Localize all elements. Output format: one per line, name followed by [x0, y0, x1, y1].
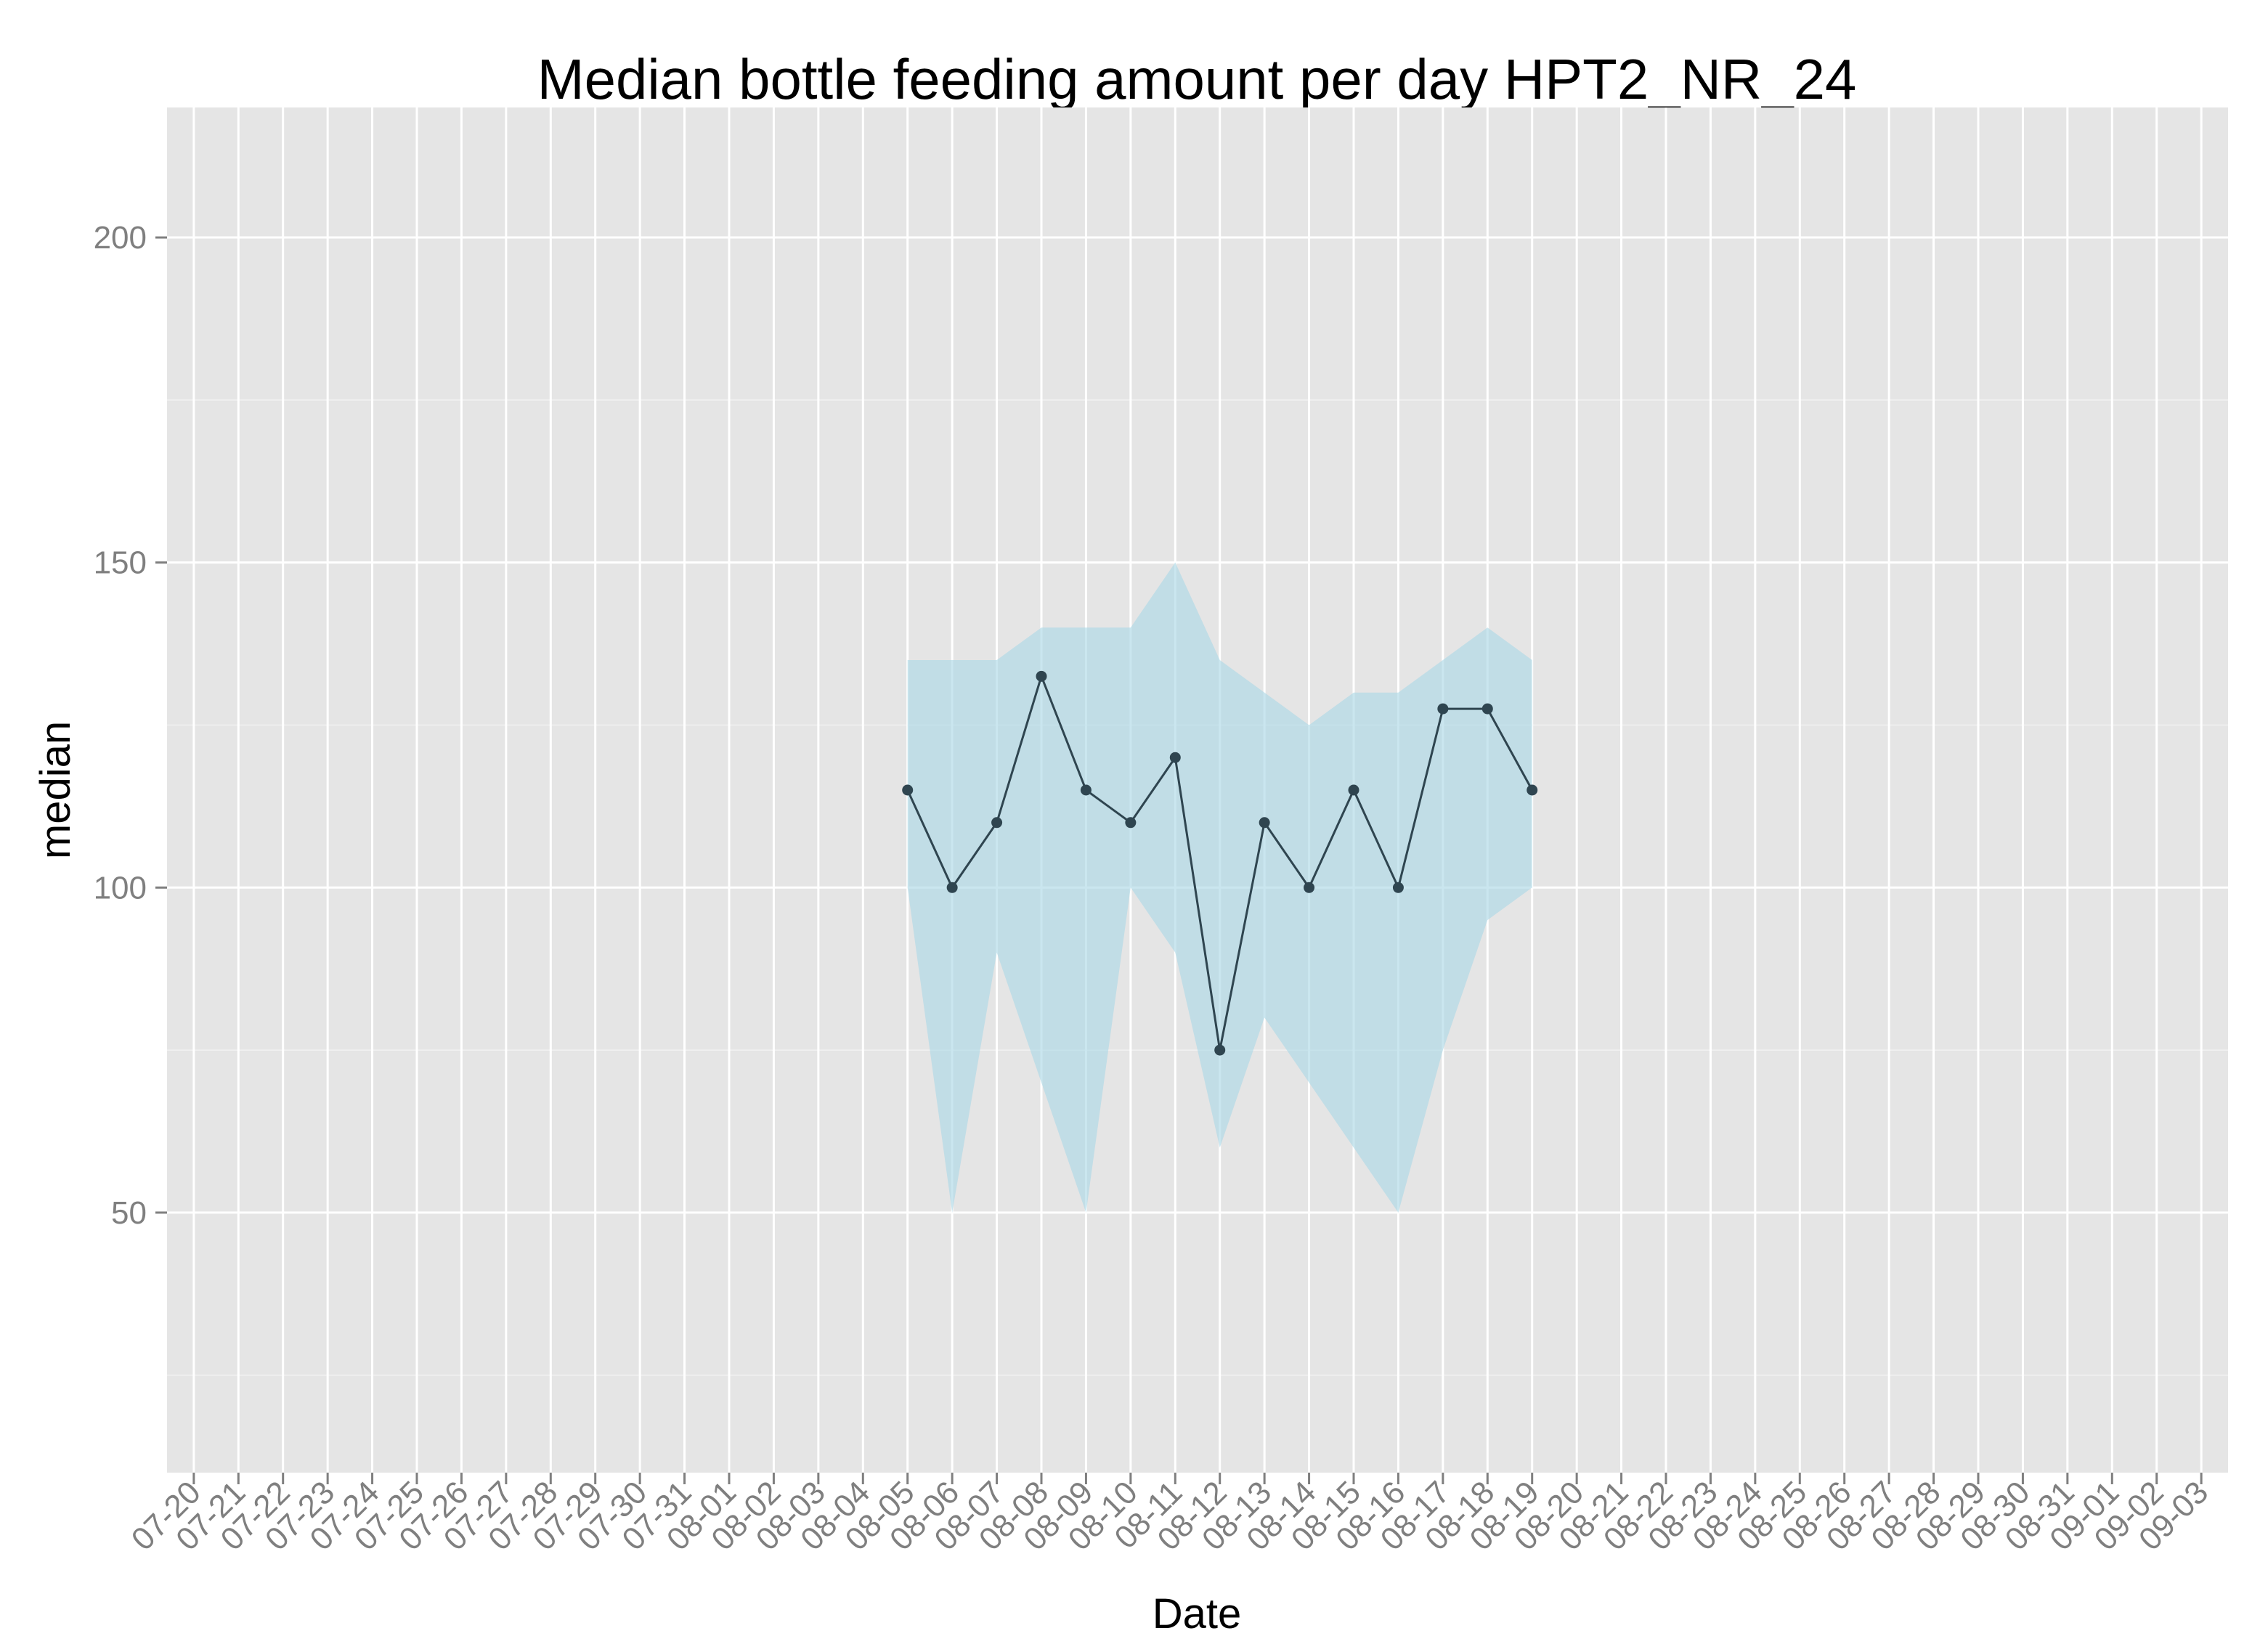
chart-title: Median bottle feeding amount per day HPT…	[537, 47, 1857, 111]
data-point	[1348, 784, 1359, 796]
point-layer	[902, 670, 1538, 1056]
data-point	[1481, 703, 1493, 715]
data-point	[1080, 784, 1092, 796]
data-point	[1125, 817, 1137, 829]
y-tick-label: 200	[94, 220, 147, 256]
y-axis: 50 100 150 200	[94, 220, 167, 1231]
data-point	[1036, 670, 1047, 682]
y-tick-label: 150	[94, 545, 147, 581]
data-point	[991, 817, 1003, 829]
confidence-ribbon	[907, 562, 1532, 1213]
x-axis-title: Date	[1153, 1590, 1242, 1637]
y-tick-label: 50	[111, 1195, 147, 1231]
data-point	[1169, 752, 1181, 763]
data-point	[902, 784, 914, 796]
grid-lines	[167, 107, 2228, 1473]
ribbon-layer	[907, 562, 1532, 1213]
data-point	[946, 882, 958, 893]
data-point	[1527, 784, 1538, 796]
y-axis-title: median	[32, 721, 79, 859]
data-point	[1437, 703, 1449, 715]
data-point	[1214, 1044, 1226, 1056]
x-axis: 07-2007-2107-2207-2307-2407-2507-2607-27…	[125, 1473, 2215, 1558]
data-point	[1259, 817, 1270, 829]
y-tick-label: 100	[94, 870, 147, 906]
data-point	[1304, 882, 1315, 893]
data-point	[1392, 882, 1404, 893]
